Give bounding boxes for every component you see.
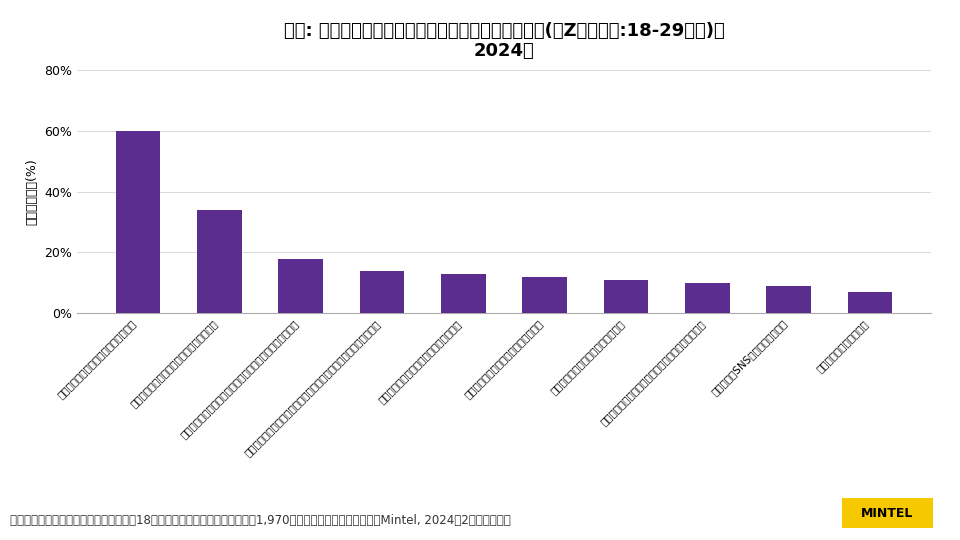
Bar	[278, 259, 323, 313]
Bar	[522, 276, 567, 313]
Bar	[360, 271, 404, 313]
Text: 調査対象：健康的な食生活をしている、18歳以上のインターネットユーザー1,970人，出典：楽天インサイト／Mintel, 2024年2月（グラフ）: 調査対象：健康的な食生活をしている、18歳以上のインターネットユーザー1,970…	[10, 514, 511, 526]
Bar	[685, 283, 730, 313]
Y-axis label: 回答者の割合(%): 回答者の割合(%)	[25, 158, 38, 225]
Bar	[197, 210, 242, 313]
Bar	[115, 131, 160, 313]
Bar	[604, 280, 648, 313]
Bar	[441, 274, 486, 313]
Title: 日本: 健康的な食生活に気を付けるようになった理由(「Z世代女性:18-29歳」)、
2024年: 日本: 健康的な食生活に気を付けるようになった理由(「Z世代女性:18-29歳」…	[283, 22, 725, 60]
Bar	[766, 286, 811, 313]
Text: MINTEL: MINTEL	[861, 507, 914, 520]
Bar	[848, 292, 893, 313]
